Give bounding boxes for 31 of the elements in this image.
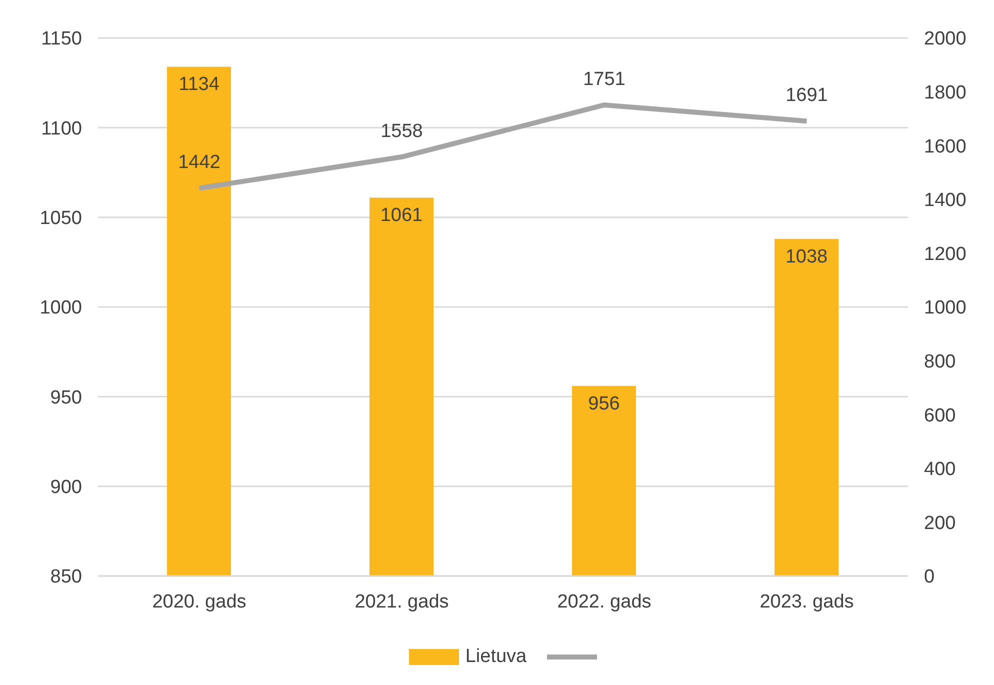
y2-tick-label: 400 [924,459,956,480]
data-label: 956 [588,393,620,414]
y2-tick-label: 2000 [924,28,966,50]
data-label: 1061 [380,205,423,226]
y2-tick-label: 0 [924,566,935,588]
x-tick-label: 2021. gads [354,591,449,612]
x-tick-label: 2020. gads [152,591,246,612]
data-label: 1751 [583,68,626,90]
x-tick-label: 2023. gads [760,591,854,612]
y2-tick-label: 1800 [924,82,966,104]
data-label: 1558 [380,120,423,142]
x-tick-label: 2022. gads [557,591,652,612]
legend-label: Lietuva [465,646,527,668]
y-tick-label: 850 [50,566,82,588]
data-label: 1134 [178,74,220,96]
y-tick-label: 900 [50,477,82,498]
y2-tick-label: 1600 [924,136,966,158]
y-tick-label: 1150 [41,28,82,50]
y2-tick-label: 600 [924,405,956,426]
y-tick-label: 1100 [41,118,82,140]
y-tick-label: 950 [50,387,82,408]
data-label: 1442 [178,152,220,174]
data-label: 1038 [785,246,828,268]
y-tick-label: 1050 [40,208,82,230]
y2-tick-label: 1400 [924,190,966,212]
y2-tick-label: 1000 [924,298,966,319]
y-tick-label: 1000 [40,298,82,319]
y2-tick-label: 1200 [924,244,966,265]
y2-tick-label: 200 [924,512,956,534]
data-label: 1691 [786,85,828,106]
y2-tick-label: 800 [924,352,956,373]
